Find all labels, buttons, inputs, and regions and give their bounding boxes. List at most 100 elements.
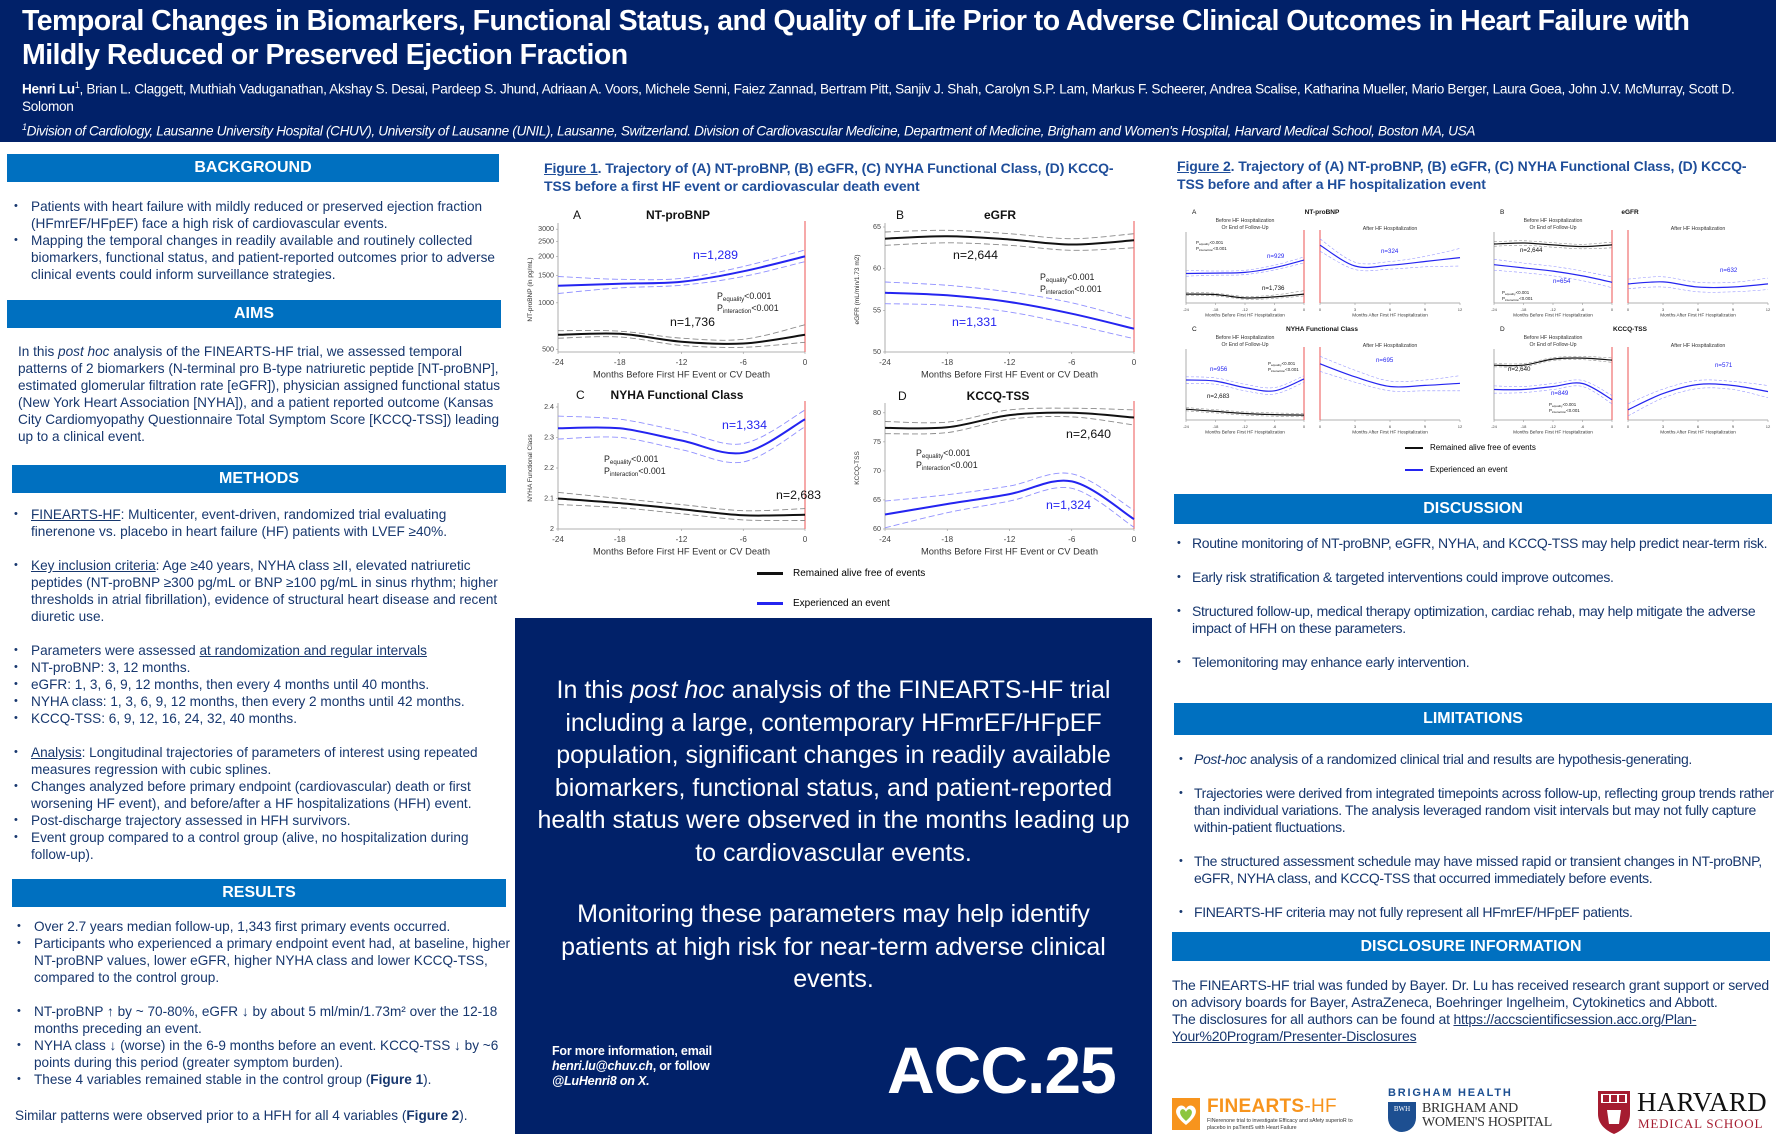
- bullet-item: Post-hoc analysis of a randomized clinic…: [1174, 751, 1774, 768]
- event-ci-lower: [557, 426, 806, 464]
- disclosure-intro: The disclosures for all authors can be f…: [1172, 1011, 1454, 1027]
- x-tick-label: 6: [1389, 424, 1392, 429]
- y-tick-label: 2.3: [544, 434, 554, 442]
- event-ci-upper: [1319, 355, 1461, 382]
- figure1-charts: -24 -18 -12 -6 050010001500200025003000n=1,2…: [527, 208, 1137, 556]
- bullet-list: Over 2.7 years median follow-up, 1,343 f…: [12, 918, 512, 986]
- control-ci-upper: [884, 229, 1135, 240]
- event-ci-upper: [1185, 256, 1305, 272]
- contact-mid: , or follow: [652, 1059, 710, 1073]
- disclosure-link[interactable]: https://accscientificsession.acc.org/Pla…: [1172, 1011, 1697, 1044]
- text-segment: NYHA class: 1, 3, 6, 9, 12 months, then …: [31, 694, 465, 709]
- p-value-equality: Pequality<0.001: [1268, 361, 1296, 367]
- bullet-item: Mapping the temporal changes in readily …: [9, 232, 501, 283]
- control-trajectory-line: [557, 332, 806, 345]
- text-segment: Key inclusion criteria: [31, 558, 156, 573]
- x-tick-label: 0: [803, 358, 808, 367]
- n-label: n=695: [1376, 357, 1394, 364]
- p-value: <0.001: [1563, 402, 1577, 407]
- x-axis-label: Months Before First HF Event or CV Death: [593, 546, 770, 556]
- bullet-list: FINEARTS-HF criteria may not fully repre…: [1174, 904, 1774, 921]
- x-axis-label: Months Before First HF Hospitalization: [1205, 430, 1285, 435]
- x-tick-label: -12: [1004, 535, 1016, 544]
- event-ci-lower: [1493, 385, 1613, 405]
- harvard-name: HARVARD: [1637, 1087, 1767, 1117]
- p-subscript: equality: [1199, 242, 1210, 246]
- text-segment: at randomization and regular intervals: [199, 643, 427, 658]
- p-value: <0.001: [1282, 361, 1296, 366]
- panel-title: NT-proBNP: [1305, 209, 1340, 216]
- contact-email[interactable]: henri.lu@chuv.ch: [552, 1059, 653, 1073]
- bullet-item: Telemonitoring may enhance early interve…: [1172, 654, 1772, 671]
- event-ci-upper: [557, 249, 806, 281]
- bullet-item: Analysis: Longitudinal trajectories of p…: [9, 744, 509, 778]
- x-tick-label: 0: [1303, 307, 1306, 312]
- poster-header: Temporal Changes in Biomarkers, Function…: [0, 0, 1776, 142]
- p-value-interaction: Pinteraction<0.001: [604, 466, 666, 478]
- legend-label: Experienced an event: [1430, 465, 1508, 474]
- results-heading: RESULTS: [12, 879, 506, 907]
- contact-prefix: For more information, email: [552, 1044, 712, 1058]
- text-segment: : Age ≥40 years, NYHA class ≥II, elevate…: [31, 558, 498, 624]
- x-tick-label: -18: [941, 358, 953, 367]
- x-axis-label: Months After First HF Hospitalization: [1352, 313, 1428, 318]
- x-tick-label: -24: [879, 358, 891, 367]
- text-segment: Analysis: [31, 745, 82, 760]
- p-symbol: P: [717, 291, 723, 301]
- bullet-item: NYHA class: 1, 3, 6, 9, 12 months, then …: [9, 693, 509, 710]
- p-value-interaction: Pinteraction<0.001: [1040, 284, 1102, 296]
- x-tick-label: -12: [676, 358, 688, 367]
- y-tick-label: 60: [873, 525, 881, 533]
- x-tick-label: 0: [1627, 307, 1630, 312]
- p-subscript: equality: [1046, 277, 1068, 284]
- p-subscript: interaction: [610, 471, 639, 478]
- p-symbol: P: [604, 454, 610, 464]
- p-subscript: equality: [1552, 404, 1563, 408]
- control-ci-lower: [1493, 245, 1613, 250]
- x-tick-label: 0: [803, 535, 808, 544]
- p-value: <0.001: [1566, 408, 1580, 413]
- y-tick-label: 2.1: [544, 495, 554, 503]
- figure2-panel-group: C NYHA Functional Class -24 -18 -12 -6 0 n=956 n…: [1183, 326, 1463, 435]
- text-segment: Parameters were assessed: [31, 643, 200, 658]
- bullet-item: Early risk stratification & targeted int…: [1172, 569, 1772, 586]
- event-trajectory-line: [1627, 383, 1769, 411]
- bullet-list: The structured assessment schedule may h…: [1174, 853, 1774, 887]
- event-trajectory-line: [884, 479, 1135, 520]
- discussion-text: Routine monitoring of NT-proBNP, eGFR, N…: [1172, 535, 1772, 671]
- text-segment: NT-proBNP: 3, 12 months.: [31, 660, 191, 675]
- panel-title: KCCQ-TSS: [1613, 326, 1648, 333]
- x-tick-label: 0: [1611, 307, 1614, 312]
- n-label: n=2,683: [776, 488, 821, 502]
- event-trajectory-line: [1185, 378, 1305, 392]
- text-segment: analysis of a randomized clinical trial …: [1246, 751, 1692, 767]
- x-tick-label: -12: [1004, 358, 1016, 367]
- text-segment: Event group compared to a control group …: [31, 830, 469, 862]
- bullet-list: Analysis: Longitudinal trajectories of p…: [9, 744, 509, 863]
- y-tick-label: 1000: [538, 299, 554, 307]
- n-label: n=324: [1381, 248, 1399, 255]
- limitations-heading: LIMITATIONS: [1174, 703, 1772, 735]
- y-tick-label: 55: [873, 306, 881, 314]
- p-subscript: interaction: [1199, 248, 1213, 252]
- x-tick-label: 9: [1732, 307, 1735, 312]
- p-value: <0.001: [1210, 240, 1224, 245]
- x-axis-label: Months After First HF Hospitalization: [1352, 430, 1428, 435]
- chart-panel: 0 3 6 9 12 n=695 Months After First HF Hospita…: [1319, 347, 1463, 435]
- text-segment: In this: [556, 676, 631, 704]
- x-tick-label: 6: [1697, 307, 1700, 312]
- x-tick-label: 6: [1389, 307, 1392, 312]
- panel-title: NYHA Functional Class: [611, 388, 744, 402]
- bwh-name-2: WOMEN'S HOSPITAL: [1422, 1115, 1552, 1130]
- text-segment: : Longitudinal trajectories of parameter…: [31, 745, 478, 777]
- legend-swatch-event: [1405, 468, 1423, 471]
- event-trajectory-line: [1493, 382, 1613, 401]
- control-trajectory-line: [1185, 293, 1305, 299]
- control-ci-lower: [1185, 295, 1305, 300]
- n-label: n=956: [1210, 366, 1228, 373]
- event-ci-lower: [1319, 250, 1461, 272]
- panel-letter: B: [896, 208, 904, 222]
- contact-handle[interactable]: @LuHenri8 on X.: [552, 1074, 650, 1088]
- bwh-badge-text: BWH: [1393, 1105, 1411, 1113]
- x-tick-label: -6: [1273, 307, 1277, 312]
